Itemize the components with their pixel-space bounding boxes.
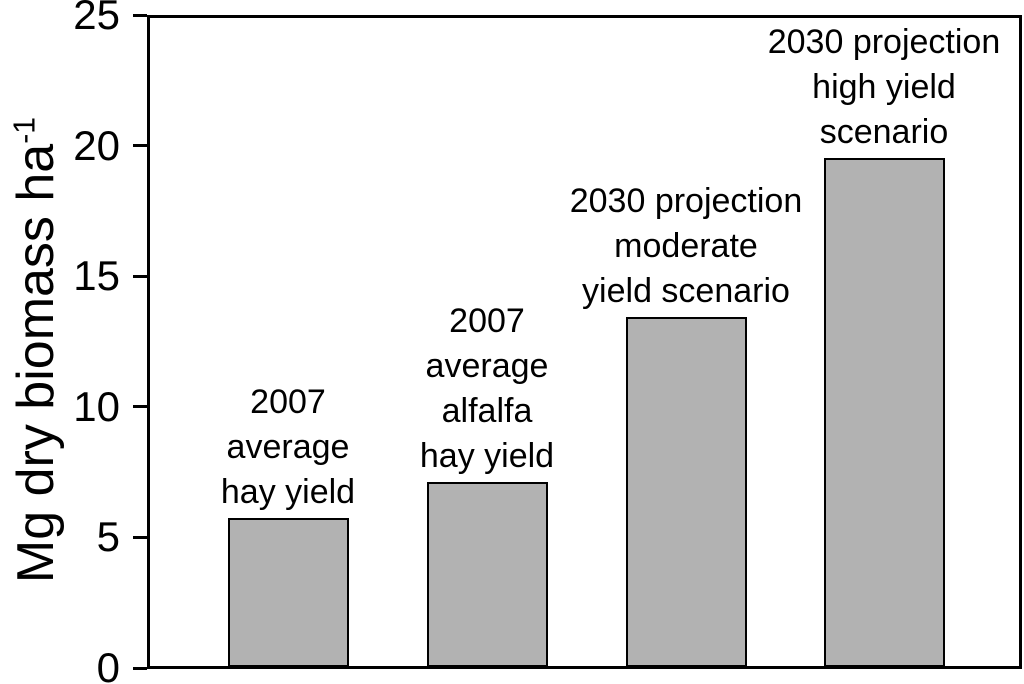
bar-label-line: alfalfa [441, 392, 533, 430]
plot-area [147, 15, 1022, 669]
bar [227, 518, 349, 667]
bar-label-line: moderate [614, 227, 758, 265]
y-tick-label: 15 [73, 252, 120, 300]
bar-label-line: average [425, 347, 549, 385]
y-axis-label-text: Mg dry biomass ha [7, 143, 65, 584]
bar-label-line: 2030 projection [767, 23, 1001, 61]
y-tick-mark [133, 405, 147, 409]
bar [625, 317, 747, 667]
y-tick-label: 5 [96, 513, 120, 561]
y-tick-mark [133, 13, 147, 17]
y-tick-mark [133, 274, 147, 278]
bar-label-line: average [226, 428, 350, 466]
y-tick-label: 20 [73, 121, 120, 169]
bar-label-line: 2030 projection [569, 182, 803, 220]
y-axis-label-superscript: -1 [8, 116, 42, 144]
bar-label-line: hay yield [220, 473, 356, 511]
y-tick-label: 0 [96, 644, 120, 684]
bar-label-line: scenario [819, 113, 949, 151]
y-tick-label: 10 [73, 382, 120, 430]
y-tick-mark [133, 535, 147, 539]
bar-label-line: high yield [812, 68, 956, 106]
bar-label: 2007 average alfalfa hay yield [420, 299, 554, 479]
y-tick-mark [133, 666, 147, 670]
bar-label: 2030 projection moderate yield scenario [570, 179, 803, 314]
bar-label: 2007 average hay yield [221, 380, 355, 515]
bar [823, 158, 945, 667]
bar-label-line: 2007 [449, 302, 525, 340]
y-axis-label: Mg dry biomass ha-1 [7, 116, 65, 584]
bar [426, 482, 548, 667]
bar-label-line: yield scenario [582, 272, 790, 310]
bar-label-line: hay yield [419, 437, 555, 475]
y-tick-label: 25 [73, 0, 120, 38]
bar-label-line: 2007 [250, 383, 326, 421]
bar-label: 2030 projection high yield scenario [768, 20, 1001, 155]
y-tick-mark [133, 144, 147, 148]
